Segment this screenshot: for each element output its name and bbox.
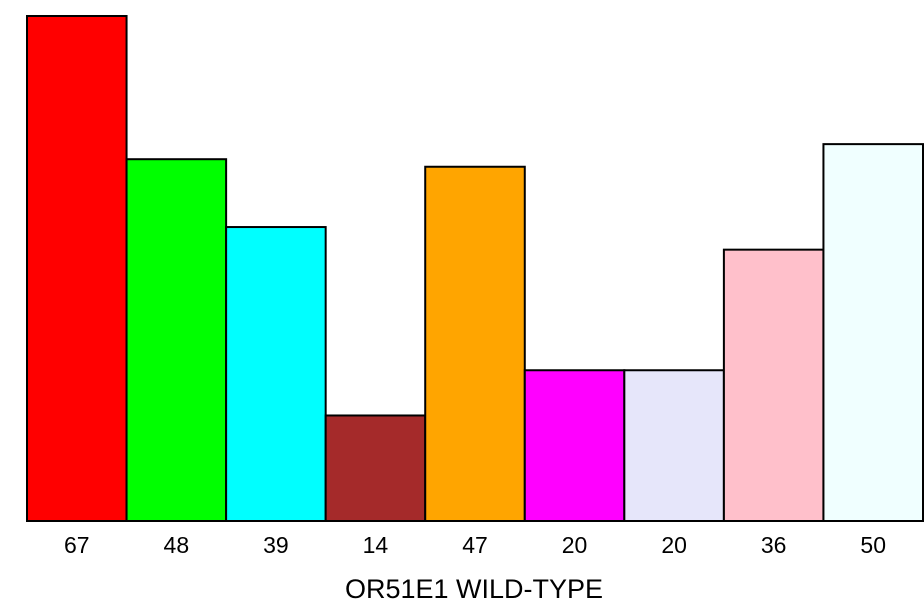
category-label-9: 50 (860, 532, 886, 558)
category-labels-group: 67 48 39 14 47 20 20 36 50 (64, 532, 886, 558)
bar-2 (125, 158, 228, 523)
category-label-4: 14 (363, 532, 389, 558)
x-axis-title: OR51E1 WILD-TYPE (345, 574, 603, 604)
bar-6 (523, 369, 626, 522)
bar-9 (822, 143, 924, 522)
category-label-7: 20 (661, 532, 687, 558)
bar-8 (722, 248, 825, 522)
bar-4 (324, 414, 427, 523)
bars-group (26, 15, 924, 523)
category-label-8: 36 (761, 532, 787, 558)
category-label-2: 48 (164, 532, 190, 558)
bar-7 (623, 369, 725, 522)
category-label-6: 20 (562, 532, 588, 558)
category-label-1: 67 (64, 532, 90, 558)
category-label-3: 39 (263, 532, 289, 558)
category-label-5: 47 (462, 532, 488, 558)
bar-3 (225, 226, 327, 522)
bar-1 (26, 15, 128, 522)
bar-5 (424, 165, 526, 522)
